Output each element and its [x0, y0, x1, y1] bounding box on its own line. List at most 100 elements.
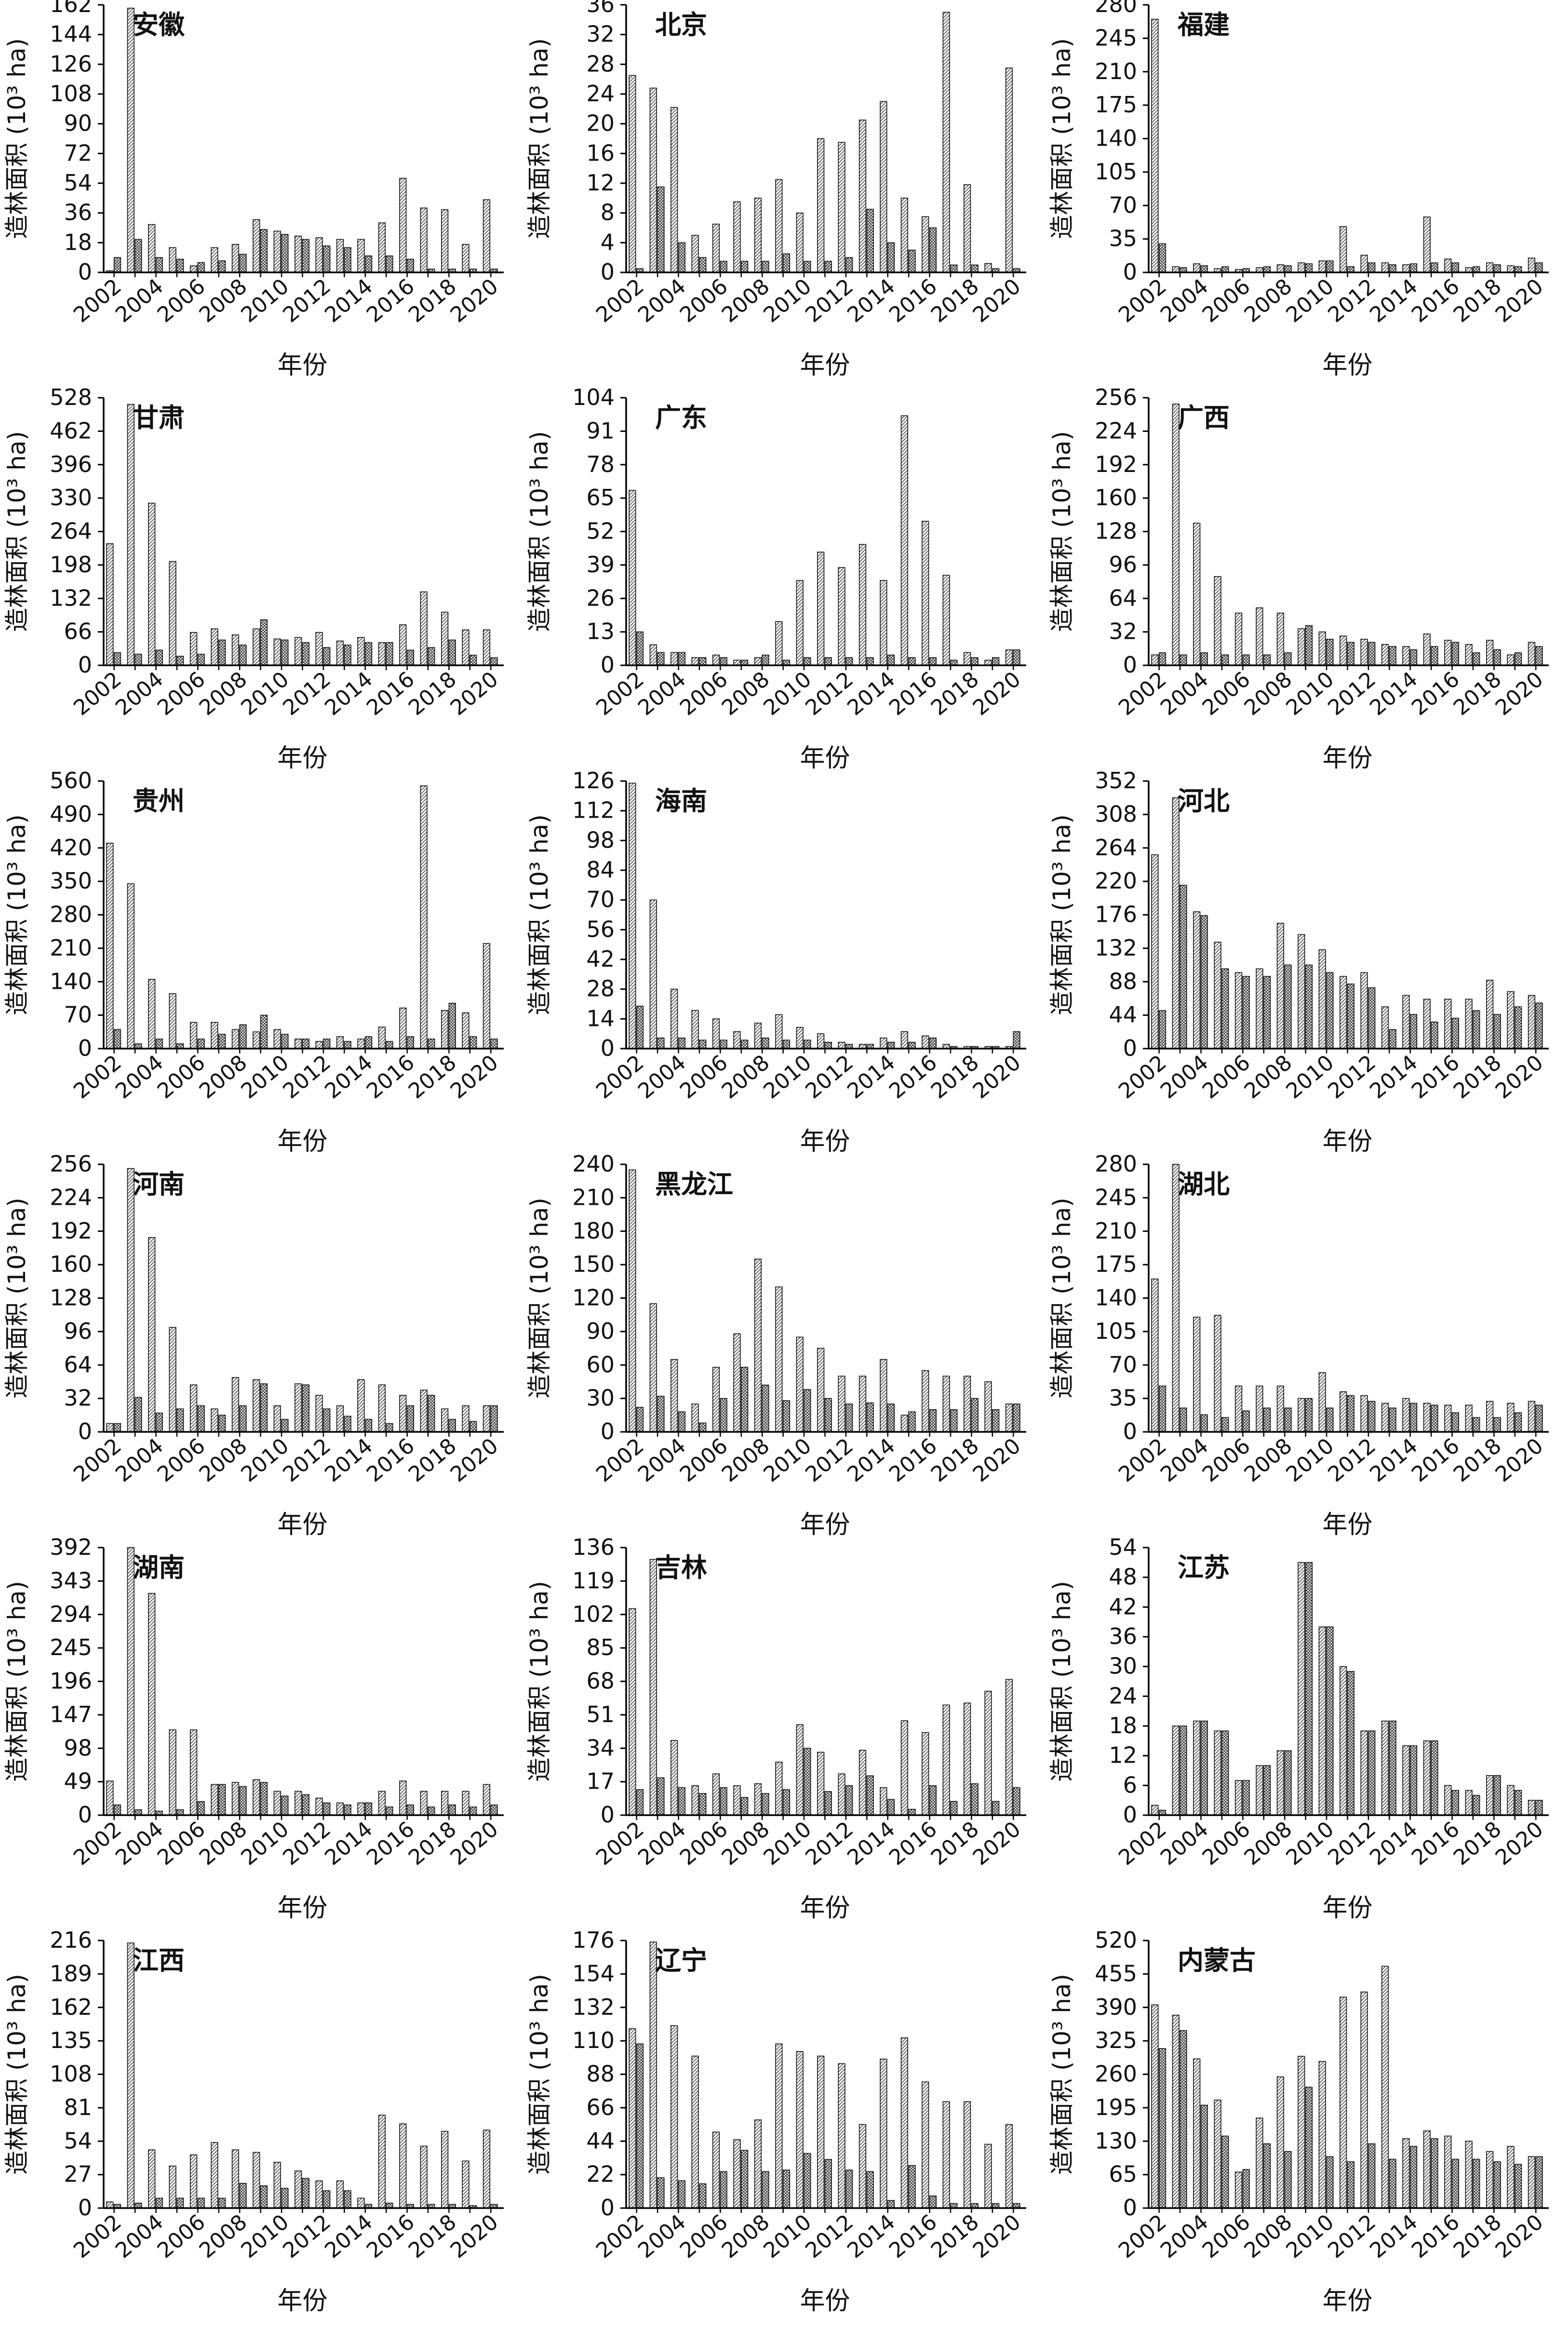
bar [804, 261, 811, 273]
bar [1473, 2158, 1480, 2209]
x-tick-label: 2004 [633, 274, 691, 327]
bar [1179, 654, 1187, 666]
y-tick-label: 56 [586, 916, 615, 942]
bar [448, 639, 456, 666]
bar [1444, 2135, 1452, 2209]
chart-panel: 0 27 54 81 108 135 162 189 216 2002 2004 2006 2008 20… [0, 1927, 523, 2326]
bar [1158, 652, 1166, 666]
bar [239, 254, 247, 273]
bar [636, 1407, 644, 1432]
bar [712, 1018, 720, 1049]
bar [1013, 1031, 1020, 1049]
x-tick-label: 2018 [404, 1817, 461, 1870]
bar [804, 1748, 811, 1816]
bar [1172, 266, 1179, 273]
x-tick-label: 2006 [153, 667, 210, 720]
bar [1423, 633, 1431, 666]
bar [155, 2197, 163, 2209]
bar [733, 201, 741, 273]
x-tick-label: 2006 [153, 274, 210, 327]
y-tick-label: 26 [586, 585, 615, 611]
bar [1172, 1725, 1179, 1816]
bar [253, 219, 260, 273]
y-tick-label: 224 [50, 1184, 92, 1210]
bar [1263, 654, 1271, 666]
bar [155, 1413, 163, 1432]
bar [1444, 1404, 1452, 1432]
bar [260, 1782, 268, 1816]
bar [678, 2180, 685, 2209]
bar [1514, 652, 1522, 666]
x-tick-label: 2020 [1491, 2210, 1548, 2263]
bar [281, 1795, 289, 1816]
bar [657, 2177, 665, 2209]
bar [1298, 628, 1305, 666]
bar [1409, 1014, 1418, 1049]
bar [364, 1419, 373, 1432]
bar [691, 657, 699, 666]
y-axis-label: 造林面积 (10³ ha) [1048, 1974, 1076, 2175]
bar [239, 1405, 247, 1432]
x-tick-label: 2018 [1449, 1433, 1506, 1487]
bar [1486, 1401, 1494, 1432]
y-tick-label: 280 [1095, 0, 1137, 17]
x-tick-label: 2012 [801, 274, 858, 327]
bar [964, 1375, 971, 1432]
bar-chart: 0448813217622026430835220022004200620082… [1048, 768, 1549, 1156]
bar [1151, 18, 1159, 273]
x-tick-label: 2020 [968, 2210, 1026, 2263]
bar [1172, 1164, 1179, 1432]
x-tick-label: 2010 [237, 274, 294, 327]
bar [239, 645, 247, 666]
y-tick-label: 105 [1095, 159, 1137, 185]
x-tick-label: 2016 [885, 1050, 942, 1104]
bar [880, 1359, 887, 1432]
bar [845, 2170, 853, 2209]
bar [1389, 1720, 1396, 1816]
bar [1493, 1775, 1501, 1816]
y-tick-label: 0 [601, 1418, 615, 1444]
bar [1493, 649, 1501, 666]
x-tick-label: 2020 [1491, 274, 1548, 327]
bar [134, 239, 142, 273]
bar [1221, 654, 1229, 666]
bar [1340, 1391, 1347, 1432]
bar [964, 2101, 971, 2209]
bar [315, 1395, 323, 1432]
x-tick-label: 2008 [195, 1433, 252, 1487]
bar [469, 1036, 477, 1049]
bar [699, 1039, 707, 1049]
bar [1507, 1402, 1514, 1432]
bar [253, 2152, 260, 2209]
y-tick-label: 28 [586, 976, 615, 1002]
bar [1431, 262, 1438, 273]
bar [720, 1787, 727, 1816]
y-tick-label: 176 [1095, 902, 1137, 928]
bar [1514, 1412, 1522, 1432]
bar [1423, 2130, 1431, 2209]
bar [971, 1783, 978, 1816]
bar [636, 2043, 644, 2209]
bar [1200, 265, 1208, 273]
x-tick-label: 2008 [195, 1050, 252, 1104]
bar [887, 1799, 895, 1816]
bar [1298, 934, 1305, 1049]
y-tick-label: 52 [586, 518, 615, 544]
bar [942, 2101, 950, 2209]
bar [762, 1038, 769, 1049]
bar [336, 2180, 344, 2209]
x-tick-label: 2012 [278, 2210, 335, 2263]
chart-title: 广东 [655, 403, 707, 433]
y-tick-label: 0 [601, 652, 615, 678]
x-tick-label: 2016 [885, 274, 942, 327]
x-tick-label: 2006 [1198, 1050, 1255, 1104]
bar [887, 1403, 895, 1432]
bar [323, 2190, 331, 2209]
x-tick-label: 2014 [320, 2210, 377, 2263]
bar [281, 234, 289, 273]
bar [929, 657, 937, 666]
bar-chart: 0651301952603253904555202002200420062008… [1048, 1927, 1549, 2316]
bar [1256, 2117, 1263, 2209]
y-tick-label: 528 [50, 384, 92, 410]
x-tick-label: 2010 [237, 1433, 294, 1487]
